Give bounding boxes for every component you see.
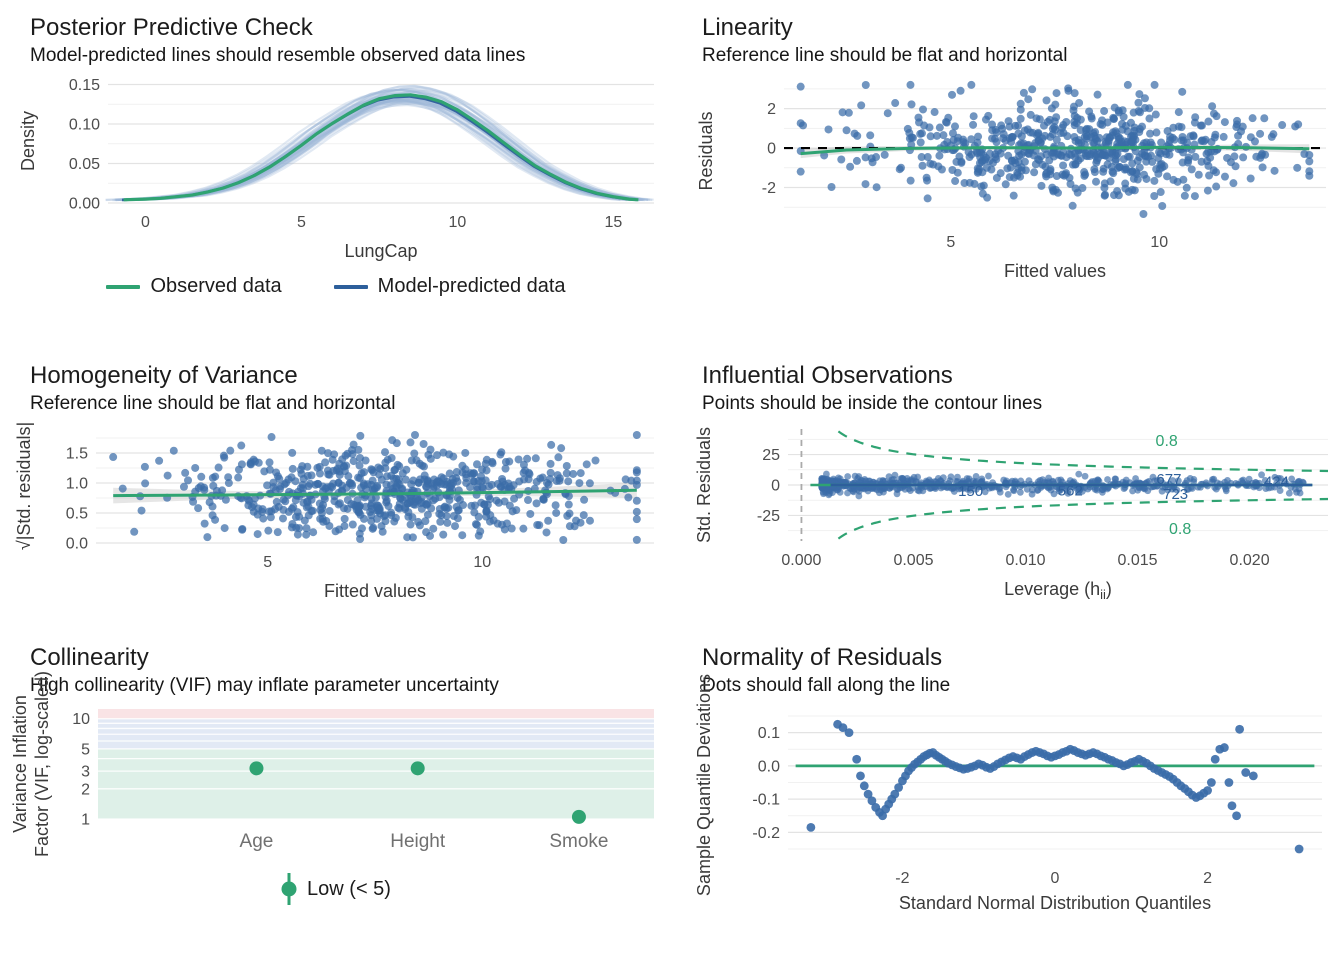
influential-observations-plot: -25 0 25 0.000 0.005 0.010 0.015 0.020 Std. Resi… xyxy=(694,427,1329,602)
svg-text:10: 10 xyxy=(473,554,491,571)
legend-item-observed-data: Observed data xyxy=(106,275,282,298)
svg-text:1: 1 xyxy=(81,812,90,829)
svg-text:0.015: 0.015 xyxy=(1118,552,1158,569)
panel-title: Posterior Predictive Check xyxy=(30,14,313,41)
svg-text:LungCap: LungCap xyxy=(344,241,417,261)
panel-homogeneity-of-variance: Homogeneity of Variance Reference line s… xyxy=(0,348,672,630)
svg-text:10: 10 xyxy=(1150,234,1168,251)
svg-text:10: 10 xyxy=(449,214,467,231)
svg-text:10: 10 xyxy=(72,711,90,728)
svg-text:0.15: 0.15 xyxy=(69,77,100,94)
svg-text:1.5: 1.5 xyxy=(66,446,88,463)
svg-text:-2: -2 xyxy=(762,180,776,197)
svg-text:150: 150 xyxy=(958,483,983,500)
svg-text:-25: -25 xyxy=(757,508,780,525)
svg-text:0.005: 0.005 xyxy=(893,552,933,569)
svg-text:Height: Height xyxy=(390,831,446,852)
svg-text:Smoke: Smoke xyxy=(549,831,608,852)
svg-text:0: 0 xyxy=(1051,870,1060,887)
low-vif-dot xyxy=(281,881,297,897)
panel-title: Homogeneity of Variance xyxy=(30,362,298,389)
svg-text:0: 0 xyxy=(141,214,150,231)
svg-text:677: 677 xyxy=(1156,471,1181,488)
svg-text:5: 5 xyxy=(263,554,272,571)
svg-text:Fitted values: Fitted values xyxy=(324,581,426,601)
svg-text:0.5: 0.5 xyxy=(66,506,88,523)
svg-text:-0.2: -0.2 xyxy=(752,825,780,842)
collinearity-plot: 1 23 5 10 Age Height Smoke Variance Inflation Fa… xyxy=(10,671,654,857)
panel-subtitle: High collinearity (VIF) may inflate para… xyxy=(30,675,499,696)
model-predicted-data-line-swatch xyxy=(333,284,368,289)
linearity-plot: -2 0 2 5 10 Fitted values Residuals xyxy=(696,80,1326,281)
panel-linearity: Linearity Reference line should be flat … xyxy=(672,0,1344,348)
svg-text:2: 2 xyxy=(1203,870,1212,887)
svg-text:Age: Age xyxy=(240,831,274,852)
panel-subtitle: Model-predicted lines should resemble ob… xyxy=(30,45,526,66)
svg-text:0.10: 0.10 xyxy=(69,117,100,134)
observed-data-label: Observed data xyxy=(150,275,282,297)
svg-text:562: 562 xyxy=(1058,482,1083,499)
svg-text:3: 3 xyxy=(81,764,90,781)
svg-text:2: 2 xyxy=(767,101,776,118)
svg-text:0.1: 0.1 xyxy=(758,725,780,742)
svg-text:0: 0 xyxy=(771,478,780,495)
svg-text:0.00: 0.00 xyxy=(69,196,100,213)
collinearity-legend: Low (< 5) xyxy=(0,873,672,905)
posterior-predictive-check-plot: 0.00 0.05 0.10 0.15 0 5 10 15 LungCap Density xyxy=(18,77,654,261)
panel-influential-observations: Influential Observations Points should b… xyxy=(672,348,1344,630)
panel-title: Influential Observations xyxy=(702,362,953,389)
svg-text:0.8: 0.8 xyxy=(1156,433,1178,450)
svg-text:Leverage (hii): Leverage (hii) xyxy=(1004,579,1112,602)
svg-text:0.0: 0.0 xyxy=(758,758,780,775)
legend-item-model-predicted-data: Model-predicted data xyxy=(333,275,566,298)
svg-text:Standard Normal Distribution Q: Standard Normal Distribution Quantiles xyxy=(899,893,1211,913)
svg-text:0.010: 0.010 xyxy=(1005,552,1045,569)
svg-text:-2: -2 xyxy=(895,870,909,887)
ppc-legend: Observed data Model-predicted data xyxy=(0,275,672,298)
panel-title: Normality of Residuals xyxy=(702,644,943,671)
svg-text:424: 424 xyxy=(1264,473,1289,490)
svg-text:Variance Inflation: Variance Inflation xyxy=(10,695,30,833)
svg-text:5: 5 xyxy=(946,234,955,251)
svg-text:0.000: 0.000 xyxy=(781,552,821,569)
svg-text:0: 0 xyxy=(767,141,776,158)
panel-subtitle: Reference line should be flat and horizo… xyxy=(30,393,396,414)
panel-subtitle: Points should be inside the contour line… xyxy=(702,393,1043,414)
svg-text:723: 723 xyxy=(1163,486,1188,503)
panel-posterior-predictive-check: Posterior Predictive Check Model-predict… xyxy=(0,0,672,348)
model-predicted-data-label: Model-predicted data xyxy=(377,275,566,297)
svg-text:Sample Quantile Deviations: Sample Quantile Deviations xyxy=(694,674,714,896)
svg-text:2: 2 xyxy=(81,781,90,798)
panel-subtitle: Dots should fall along the line xyxy=(702,675,951,696)
svg-text:Factor (VIF, log-scaled): Factor (VIF, log-scaled) xyxy=(32,671,52,857)
normality-of-residuals-plot: -0.2 -0.1 0.0 0.1 -2 0 2 Standard Normal Distri… xyxy=(694,674,1322,913)
svg-text:Residuals: Residuals xyxy=(696,111,716,190)
svg-text:0.020: 0.020 xyxy=(1230,552,1270,569)
svg-text:5: 5 xyxy=(81,741,90,758)
observed-data-line-swatch xyxy=(106,284,141,289)
svg-text:15: 15 xyxy=(605,214,623,231)
svg-text:5: 5 xyxy=(297,214,306,231)
svg-text:-0.1: -0.1 xyxy=(752,792,780,809)
svg-text:25: 25 xyxy=(762,447,780,464)
svg-text:0.8: 0.8 xyxy=(1169,521,1191,538)
svg-text:Fitted values: Fitted values xyxy=(1004,261,1106,281)
svg-text:√|Std. residuals|: √|Std. residuals| xyxy=(14,422,34,550)
panel-title: Linearity xyxy=(702,14,793,41)
legend-item-low-vif: Low (< 5) xyxy=(281,873,391,905)
panel-title: Collinearity xyxy=(30,644,149,671)
panel-normality-of-residuals: Normality of Residuals Dots should fall … xyxy=(672,630,1344,960)
homogeneity-of-variance-plot: 0.0 0.5 1.0 1.5 5 10 Fitted values √|Std. resid… xyxy=(14,422,654,601)
low-vif-pointrange-swatch xyxy=(281,873,297,905)
low-vif-label: Low (< 5) xyxy=(307,877,391,900)
panel-subtitle: Reference line should be flat and horizo… xyxy=(702,45,1068,66)
svg-text:Density: Density xyxy=(18,111,38,171)
svg-text:1.0: 1.0 xyxy=(66,476,88,493)
svg-text:0.05: 0.05 xyxy=(69,156,100,173)
svg-text:0.0: 0.0 xyxy=(66,536,88,553)
svg-text:Std. Residuals: Std. Residuals xyxy=(694,427,714,543)
panel-collinearity: Collinearity High collinearity (VIF) may… xyxy=(0,630,672,960)
